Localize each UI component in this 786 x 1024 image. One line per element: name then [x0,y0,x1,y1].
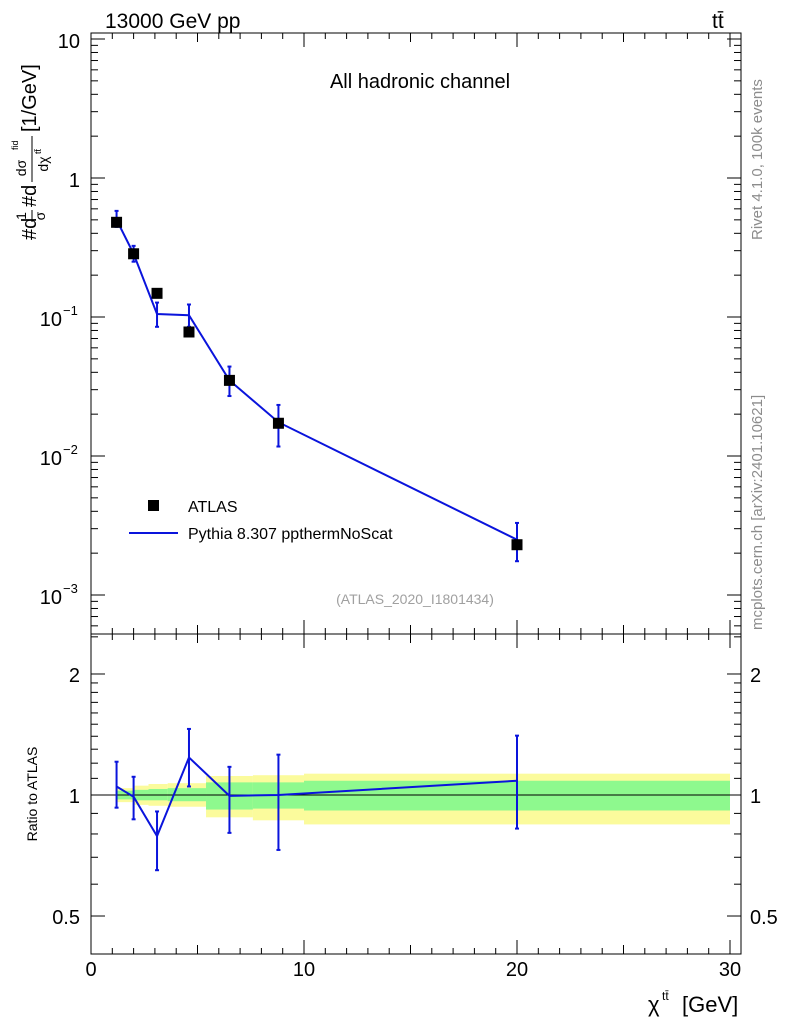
y-title-frac2-den: dχ [35,156,51,172]
legend-data-marker [148,500,159,511]
ratio-y-tick-right-1: 1 [750,786,761,808]
x-tick-label-10: 10 [293,959,315,981]
process-label: tt̄ [712,10,724,33]
atlas-data-point [511,539,523,551]
atlas-data-point [183,326,195,338]
analysis-id: (ATLAS_2020_I1801434) [336,591,494,607]
y-tick-exp-1e-2: −2 [63,442,78,457]
ratio-panel: 2 1 0.5 2 1 0.5 Ratio to ATLAS [24,633,778,955]
atlas-data-point [151,287,163,299]
atlas-data-point [223,374,235,386]
legend-data-label: ATLAS [188,499,238,516]
atlas-data-point [111,216,123,228]
x-title-main: χ [648,992,660,1017]
ratio-y-tick-right-2: 2 [750,665,761,687]
main-ticks [90,33,741,638]
legend-mc-label: Pythia 8.307 ppthermNoScat [188,526,393,543]
y-title-mid: #d [19,185,41,207]
y-title-frac2-num-sup: fid [10,140,20,150]
y-title-frac1-num: 1 [13,212,29,220]
x-title-unit: [GeV] [682,992,738,1017]
y-title-unit: [1/GeV] [19,64,41,132]
y-tick-exp-1e-3: −3 [63,581,78,596]
y-tick-exp-1e-1: −1 [63,303,78,318]
y-tick-label-1e-2: 10 [40,448,62,470]
ratio-ticks [90,634,741,954]
y-tick-label-10: 10 [58,31,80,53]
main-panel: All hadronic channel (ATLAS_2020_I180143… [10,31,742,638]
ratio-y-axis-title: Ratio to ATLAS [24,747,40,842]
ratio-series [114,727,519,872]
ratio-y-tick-2: 2 [69,665,80,687]
x-tick-label-30: 30 [719,959,741,981]
y-title-frac1-den: σ [32,211,48,220]
energy-label: 13000 GeV pp [105,10,240,33]
atlas-data-point [272,417,284,429]
atlas-data-point [128,248,140,260]
legend: ATLAS Pythia 8.307 ppthermNoScat [129,499,393,543]
main-series [111,209,523,563]
y-tick-label-1e-3: 10 [40,587,62,609]
y-title-prefix: #d [19,218,41,240]
ratio-y-tick-right-0.5: 0.5 [750,907,778,929]
x-tick-label-20: 20 [506,959,528,981]
ratio-bands [116,773,730,825]
y-tick-label-1e-1: 10 [40,309,62,331]
x-title-sup: tt̄ [662,989,669,1003]
x-axis-title: χ tt̄ [GeV] [648,989,738,1017]
y-title-frac2-den-sup: tt̄ [33,148,43,154]
main-y-axis-title: #d 1 σ #d dσ fid dχ tt̄ [1/GeV] [10,64,51,240]
rivet-label: Rivet 4.1.0, 100k events [749,79,766,240]
x-tick-label-0: 0 [85,959,96,981]
mc-line [115,219,518,541]
channel-label: All hadronic channel [330,71,510,93]
ratio-y-tick-0.5: 0.5 [52,907,80,929]
mcplots-label: mcplots.cern.ch [arXiv:2401.10621] [749,395,766,630]
ratio-y-tick-1: 1 [69,786,80,808]
ratio-frame [90,633,742,955]
y-tick-label-1: 1 [69,170,80,192]
y-title-frac2-num: dσ [13,159,29,176]
